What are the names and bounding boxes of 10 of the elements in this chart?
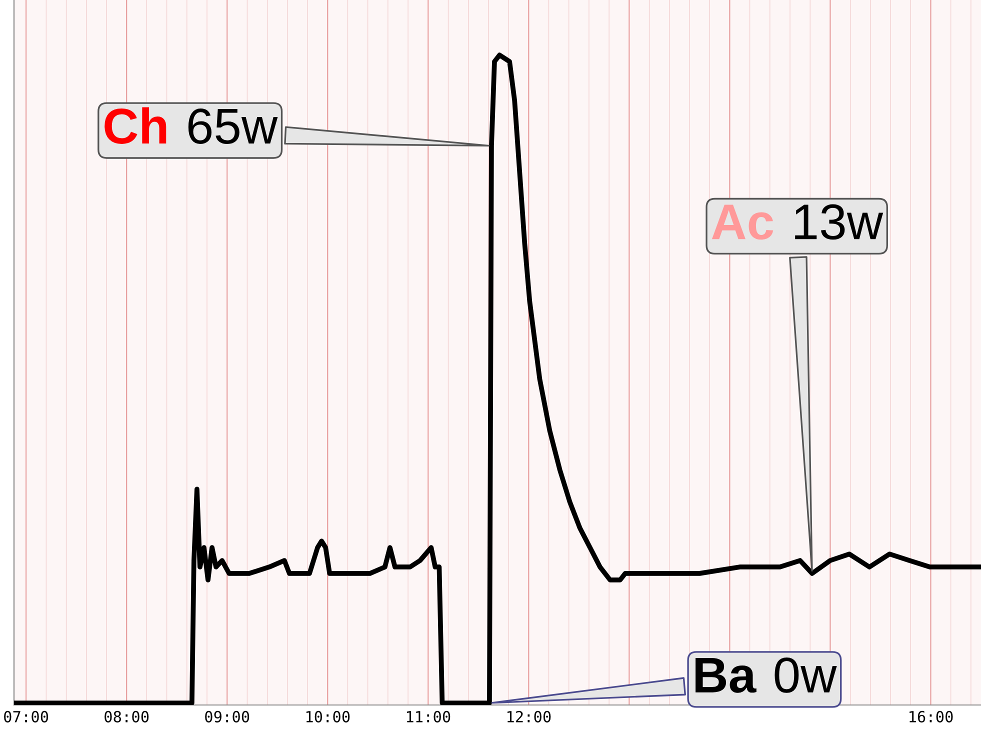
annotation: Ch 65w <box>104 107 278 144</box>
x-tick-label: 16:00 <box>910 710 953 722</box>
x-tick-label: 08:00 <box>104 710 149 722</box>
x-tick-label: 12:00 <box>508 710 551 722</box>
x-tick-label: 11:00 <box>406 710 450 722</box>
x-tick-label: 09:00 <box>205 710 250 722</box>
annotation: Ba 0w <box>696 657 837 693</box>
x-tick-label: 10:00 <box>306 710 350 722</box>
x-tick-label: 07:00 <box>4 710 48 722</box>
annotation: Ac 13w <box>712 204 884 240</box>
